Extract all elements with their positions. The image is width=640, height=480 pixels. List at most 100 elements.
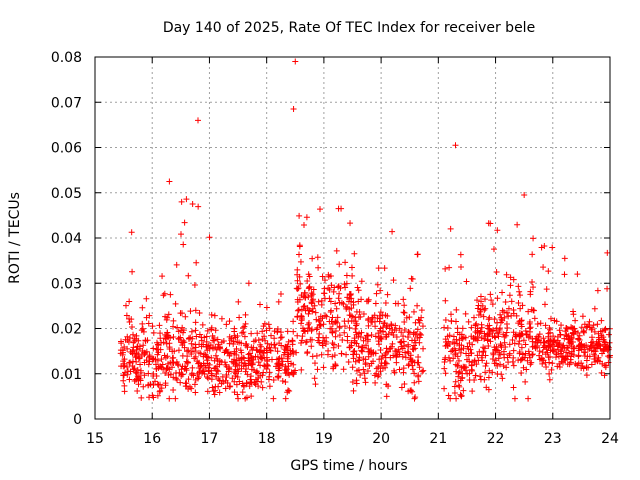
data-point <box>530 284 537 291</box>
data-point <box>481 345 488 352</box>
x-tick-label: 17 <box>201 431 219 447</box>
data-point <box>594 357 601 364</box>
data-point <box>223 321 230 328</box>
data-point <box>502 343 509 350</box>
data-point <box>226 340 233 347</box>
data-point <box>590 338 597 345</box>
data-point <box>518 323 525 330</box>
data-point <box>505 313 512 320</box>
data-point <box>539 349 546 356</box>
data-point <box>143 295 150 302</box>
data-point <box>522 341 529 348</box>
data-point <box>146 354 153 361</box>
data-point <box>332 362 339 369</box>
data-point <box>312 381 319 388</box>
data-point <box>182 383 189 390</box>
data-point <box>341 329 348 336</box>
data-point <box>282 379 289 386</box>
data-point <box>383 381 390 388</box>
data-point <box>218 315 225 322</box>
data-point <box>259 328 266 335</box>
data-point <box>232 363 239 370</box>
data-point <box>536 348 543 355</box>
data-point <box>546 359 553 366</box>
data-point <box>300 293 307 300</box>
data-point <box>271 335 278 342</box>
data-point <box>392 348 399 355</box>
data-point <box>501 339 508 346</box>
data-point <box>545 333 552 340</box>
data-point <box>285 338 292 345</box>
data-point <box>319 273 326 280</box>
data-point <box>174 324 181 331</box>
data-point <box>179 371 186 378</box>
data-point <box>181 219 188 226</box>
data-point <box>180 327 187 334</box>
data-point <box>557 331 564 338</box>
data-point <box>263 327 270 334</box>
data-point <box>196 359 203 366</box>
data-point <box>410 346 417 353</box>
data-point <box>479 352 486 359</box>
data-point <box>520 337 527 344</box>
data-point <box>143 348 150 355</box>
data-point <box>406 361 413 368</box>
data-point <box>152 378 159 385</box>
data-point <box>200 360 207 367</box>
data-point <box>263 304 270 311</box>
data-point <box>515 299 522 306</box>
data-point <box>365 353 372 360</box>
data-point <box>531 315 538 322</box>
data-point <box>131 365 138 372</box>
data-point <box>189 345 196 352</box>
data-point <box>419 368 426 375</box>
data-point <box>164 329 171 336</box>
data-point <box>392 322 399 329</box>
data-point <box>536 352 543 359</box>
data-point <box>286 387 293 394</box>
data-point <box>241 333 248 340</box>
data-point <box>381 265 388 272</box>
data-point <box>226 318 233 325</box>
data-point <box>128 316 135 323</box>
data-point <box>298 317 305 324</box>
data-point <box>380 328 387 335</box>
data-point <box>484 333 491 340</box>
data-point <box>590 322 597 329</box>
data-point <box>284 328 291 335</box>
data-point <box>328 318 335 325</box>
data-point <box>316 330 323 337</box>
data-point <box>494 227 501 234</box>
data-point <box>189 364 196 371</box>
data-point <box>321 337 328 344</box>
data-point <box>206 234 213 241</box>
data-point <box>353 322 360 329</box>
data-point <box>480 348 487 355</box>
data-point <box>318 301 325 308</box>
data-point <box>510 362 517 369</box>
data-point <box>166 395 173 402</box>
data-point <box>165 371 172 378</box>
data-point <box>177 231 184 238</box>
data-point <box>141 359 148 366</box>
data-point <box>502 298 509 305</box>
data-point <box>134 343 141 350</box>
data-point <box>398 384 405 391</box>
data-point <box>335 284 342 291</box>
data-point <box>567 359 574 366</box>
data-point <box>195 373 202 380</box>
data-point <box>155 349 162 356</box>
data-point <box>192 353 199 360</box>
data-point <box>298 320 305 327</box>
data-point <box>586 318 593 325</box>
data-point <box>392 300 399 307</box>
data-point <box>444 324 451 331</box>
data-point <box>344 337 351 344</box>
data-point <box>375 364 382 371</box>
data-point <box>571 325 578 332</box>
data-point <box>275 367 282 374</box>
data-point <box>205 375 212 382</box>
data-point <box>583 372 590 379</box>
data-point <box>386 325 393 332</box>
data-point <box>358 347 365 354</box>
